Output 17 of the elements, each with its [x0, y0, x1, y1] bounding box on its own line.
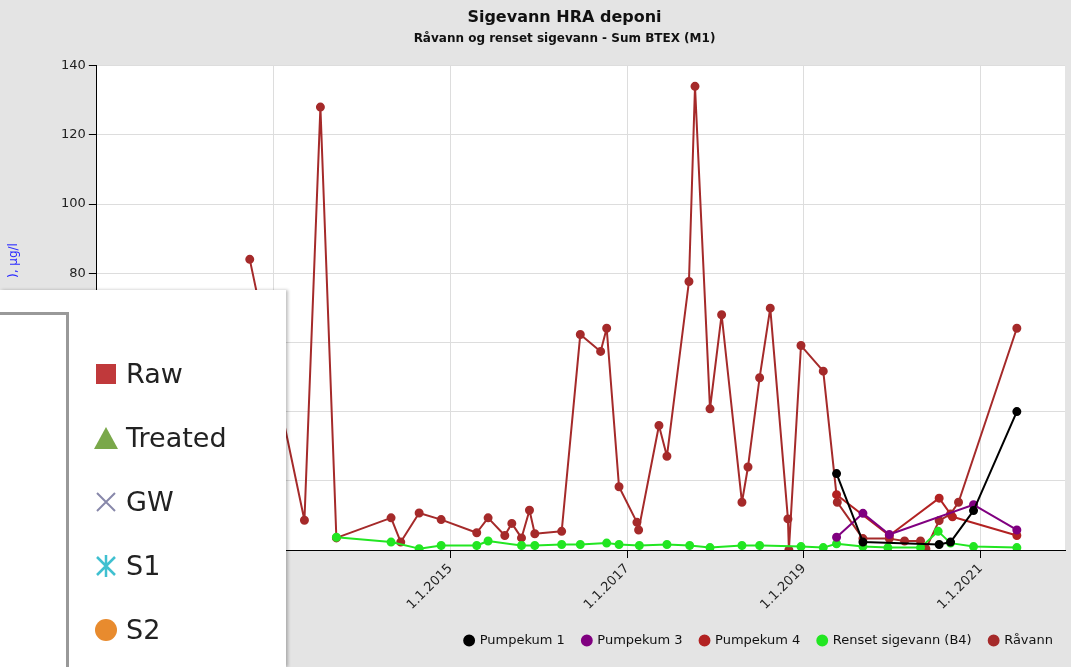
- y-axis-title: ), µg/l: [6, 243, 21, 278]
- annotation: Raw: [126, 358, 183, 389]
- legend-label: Renset sigevann (B4): [832, 631, 972, 647]
- annotation: S1: [126, 550, 161, 581]
- text: S2: [126, 614, 161, 645]
- annotation: Treated: [126, 422, 227, 453]
- chart-subtitle: Råvann og renset sigevann - Sum BTEX (M1): [413, 30, 716, 45]
- legend-label: Pumpekum 3: [597, 631, 683, 647]
- chart-title: Sigevann HRA deponi: [467, 6, 662, 26]
- legend-label: Pumpekum 1: [479, 631, 565, 647]
- y-tick-label: 100: [60, 195, 86, 211]
- y-tick-label: 140: [60, 56, 86, 72]
- legend-label: Pumpekum 4: [715, 631, 801, 647]
- annotation: GW: [126, 486, 174, 517]
- y-tick-label: 80: [69, 264, 86, 280]
- legend-label: Råvann: [1004, 631, 1054, 647]
- y-tick-label: 120: [60, 126, 86, 142]
